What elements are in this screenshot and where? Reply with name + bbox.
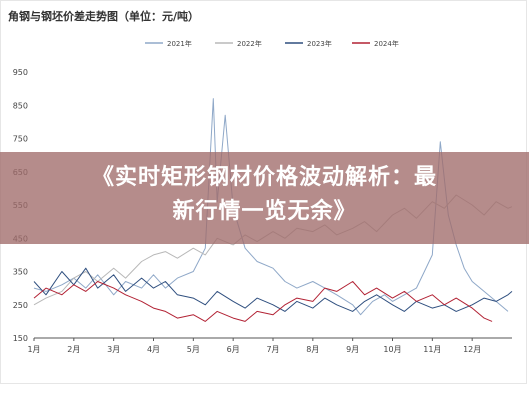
legend-label: 2023年 <box>307 39 332 48</box>
chart-legend: 2021年 2022年 2023年 2024年 <box>145 39 399 48</box>
x-tick-label: 7月 <box>266 345 279 354</box>
x-tick-label: 10月 <box>383 345 401 354</box>
x-tick-label: 5月 <box>187 345 200 354</box>
series-line-4 <box>33 281 493 322</box>
series-line-3 <box>33 267 513 312</box>
y-tick-label: 850 <box>13 101 28 110</box>
x-tick-label: 2月 <box>67 345 80 354</box>
chart-title: 角钢与钢坯价差走势图（单位：元/吨） <box>8 10 200 23</box>
legend-label: 2024年 <box>374 39 399 48</box>
headline-banner <box>0 152 529 244</box>
x-tick-label: 3月 <box>107 345 120 354</box>
legend-label: 2021年 <box>167 39 192 48</box>
x-tick-label: 12月 <box>463 345 481 354</box>
x-tick-label: 1月 <box>27 345 40 354</box>
series-line-1 <box>33 98 509 316</box>
x-tick-label: 8月 <box>306 345 319 354</box>
x-tick-label: 11月 <box>423 345 441 354</box>
x-tick-label: 9月 <box>346 345 359 354</box>
y-tick-label: 350 <box>13 268 28 277</box>
y-tick-label: 250 <box>13 301 28 310</box>
y-tick-label: 750 <box>13 135 28 144</box>
y-tick-label: 150 <box>13 334 28 343</box>
y-tick-label: 950 <box>13 68 28 77</box>
x-tick-label: 6月 <box>227 345 240 354</box>
legend-label: 2022年 <box>237 39 262 48</box>
x-tick-label: 4月 <box>147 345 160 354</box>
headline-line-2: 新行情一览无余》 <box>172 199 357 224</box>
headline-text: 《实时矩形钢材价格波动解析：最 新行情一览无余》 <box>0 161 529 229</box>
headline-line-1: 《实时矩形钢材价格波动解析：最 <box>91 165 437 190</box>
